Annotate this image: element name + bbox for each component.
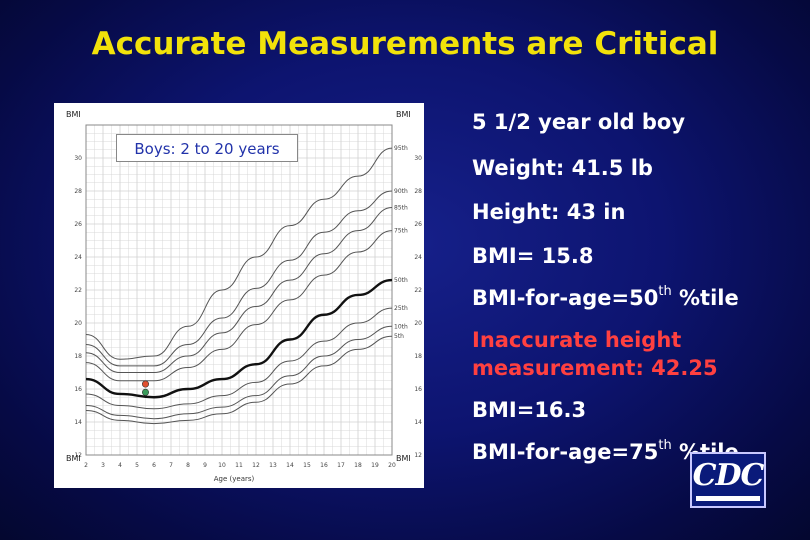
x-tick-9: 9 <box>203 462 207 469</box>
percentile-curve-25th <box>85 307 393 410</box>
bmi-growth-chart: 95th 90th 85th 75th 50th 25th 10th 5th 2 3 4 5 6 7 8 9 1… <box>54 103 424 488</box>
x-tick-17: 17 <box>337 462 345 469</box>
cdc-logo: CDC <box>690 452 766 508</box>
y-tick-left-22: 22 <box>74 287 82 294</box>
x-tick-19: 19 <box>371 462 379 469</box>
percentile-label-75th: 75th <box>394 228 408 235</box>
corner-label-top-right: BMI <box>396 110 411 119</box>
y-tick-left-26: 26 <box>74 221 82 228</box>
y-tick-left-24: 24 <box>74 254 82 261</box>
accurate-bmi-point <box>142 388 150 396</box>
x-tick-20: 20 <box>388 462 396 469</box>
weight-text: Weight: 41.5 lb <box>472 156 653 180</box>
y-tick-left-20: 20 <box>74 320 82 327</box>
plot-frame <box>85 124 393 456</box>
corner-label-bottom-left: BMI <box>66 454 81 463</box>
height-text: Height: 43 in <box>472 200 626 224</box>
y-tick-right-12: 12 <box>414 452 422 459</box>
bmi-text: BMI= 15.8 <box>472 244 594 268</box>
y-tick-right-22: 22 <box>414 287 422 294</box>
chart-subtitle: Boys: 2 to 20 years <box>116 134 298 162</box>
x-tick-14: 14 <box>286 462 294 469</box>
x-tick-6: 6 <box>152 462 156 469</box>
x-tick-3: 3 <box>101 462 105 469</box>
x-tick-12: 12 <box>252 462 260 469</box>
percentile-curve-90th <box>85 190 393 367</box>
y-tick-left-18: 18 <box>74 353 82 360</box>
percentile-curve-75th <box>85 230 393 382</box>
bmi-for-age-text: BMI-for-age=50th %tile <box>472 284 739 310</box>
x-tick-2: 2 <box>84 462 88 469</box>
corner-label-bottom-right: BMI <box>396 454 411 463</box>
percentile-curve-85th <box>85 207 393 373</box>
x-tick-13: 13 <box>269 462 277 469</box>
percentile-label-5th: 5th <box>394 333 404 340</box>
percentile-label-95th: 95th <box>394 145 408 152</box>
y-tick-left-12: 12 <box>74 452 82 459</box>
x-tick-4: 4 <box>118 462 122 469</box>
x-axis-label: Age (years) <box>214 475 255 483</box>
corner-label-top-left: BMI <box>66 110 81 119</box>
percentile-label-50th: 50th <box>394 277 408 284</box>
percentile-curve-5th <box>85 335 393 425</box>
cdc-logo-strip <box>696 496 760 501</box>
x-tick-7: 7 <box>169 462 173 469</box>
inaccurate-line-1: Inaccurate height <box>472 328 682 352</box>
y-tick-right-18: 18 <box>414 353 422 360</box>
y-tick-left-30: 30 <box>74 155 82 162</box>
percentile-curve-50th <box>85 278 393 399</box>
cdc-logo-text: CDC <box>692 458 765 493</box>
x-tick-5: 5 <box>135 462 139 469</box>
y-tick-right-16: 16 <box>414 386 422 393</box>
y-tick-right-20: 20 <box>414 320 422 327</box>
percentile-label-25th: 25th <box>394 305 408 312</box>
y-tick-right-14: 14 <box>414 419 422 426</box>
percentile-curve-95th <box>85 147 393 360</box>
percentile-label-90th: 90th <box>394 188 408 195</box>
y-tick-right-30: 30 <box>414 155 422 162</box>
y-tick-right-26: 26 <box>414 221 422 228</box>
inaccurate-line-2: measurement: 42.25 <box>472 356 718 380</box>
slide-title: Accurate Measurements are Critical <box>91 26 719 62</box>
y-tick-right-24: 24 <box>414 254 422 261</box>
x-tick-16: 16 <box>320 462 328 469</box>
percentile-curve-10th <box>85 325 393 420</box>
x-tick-18: 18 <box>354 462 362 469</box>
x-tick-15: 15 <box>303 462 311 469</box>
y-tick-left-16: 16 <box>74 386 82 393</box>
y-tick-left-14: 14 <box>74 419 82 426</box>
percentile-label-85th: 85th <box>394 205 408 212</box>
age-text: 5 1/2 year old boy <box>472 110 686 134</box>
x-tick-10: 10 <box>218 462 226 469</box>
y-tick-right-28: 28 <box>414 188 422 195</box>
x-tick-11: 11 <box>235 462 243 469</box>
bmi2-text: BMI=16.3 <box>472 398 587 422</box>
percentile-label-10th: 10th <box>394 323 408 330</box>
x-tick-8: 8 <box>186 462 190 469</box>
y-tick-left-28: 28 <box>74 188 82 195</box>
inaccurate-bmi-point <box>142 380 150 388</box>
